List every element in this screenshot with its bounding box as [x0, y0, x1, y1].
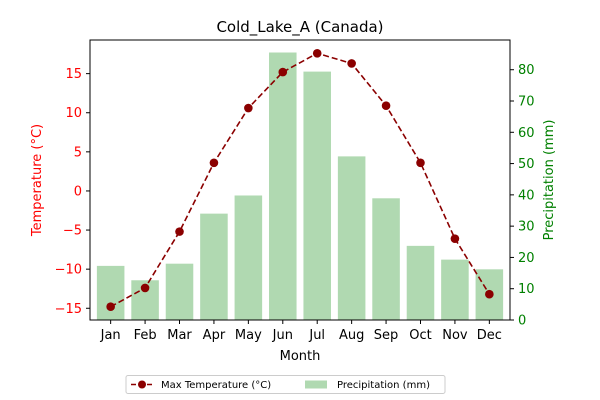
x-tick-label: Jun	[272, 328, 293, 343]
temperature-point-jul	[312, 48, 322, 58]
precipitation-bars	[96, 52, 504, 320]
x-tick-label: Jul	[308, 328, 325, 343]
right-tick-label: 50	[518, 157, 535, 172]
left-tick-label: 0	[74, 184, 82, 199]
x-tick-label: May	[235, 328, 262, 343]
temperature-point-mar	[175, 227, 184, 236]
precipitation-bar-jan	[96, 265, 125, 320]
right-tick-label: 30	[518, 220, 535, 235]
plot-frame	[89, 39, 511, 321]
right-axis-label: Precipitation (mm)	[542, 120, 557, 241]
x-tick-label: Feb	[134, 328, 157, 343]
legend-frame	[125, 375, 446, 394]
right-tick-label: 70	[518, 95, 535, 110]
precipitation-bar-mar	[165, 263, 194, 320]
temperature-point-nov	[450, 234, 460, 243]
temperature-point-dec	[485, 289, 494, 299]
precipitation-bar-jun	[269, 52, 297, 320]
left-axis-label: Temperature (°C)	[30, 124, 45, 237]
right-tick-label: 10	[518, 282, 535, 297]
left-tick-label: 10	[65, 106, 82, 121]
precipitation-bar-jul	[303, 71, 331, 320]
left-tick-label: 15	[65, 67, 82, 82]
precipitation-bar-sep	[372, 198, 400, 320]
right-tick-label: 0	[518, 314, 526, 329]
legend: Max Temperature (°C) Precipitation (mm)	[125, 375, 446, 394]
x-tick-label: Apr	[203, 328, 226, 343]
legend-label-precipitation: Precipitation (mm)	[337, 380, 430, 391]
temperature-point-aug	[347, 59, 356, 68]
precipitation-bar-aug	[337, 156, 366, 320]
x-tick-label: Oct	[409, 328, 431, 343]
x-tick-label: Aug	[339, 328, 364, 343]
x-tick-label: Sep	[374, 328, 399, 343]
x-tick-label: Jan	[100, 328, 121, 343]
left-tick-label: 5	[74, 145, 82, 160]
chart-title: Cold_Lake_A (Canada)	[216, 18, 383, 37]
right-tick-label: 40	[518, 188, 535, 203]
temperature-point-apr	[209, 158, 219, 168]
temperature-point-sep	[381, 101, 391, 110]
axes: Jan Feb Mar Apr May Jun Jul Aug Sep Oct Nov Dec −15 −…	[55, 39, 535, 343]
left-tick-label: −5	[63, 224, 82, 239]
precipitation-bar-oct	[406, 245, 435, 320]
temperature-point-jun	[278, 67, 288, 77]
right-tick-label: 20	[518, 251, 535, 266]
x-axis-label: Month	[280, 349, 321, 364]
temperature-line	[106, 48, 494, 312]
x-tick-label: Nov	[442, 328, 468, 343]
right-tick-label: 60	[518, 126, 535, 141]
legend-label-temperature: Max Temperature (°C)	[161, 380, 271, 391]
x-tick-label: Mar	[167, 328, 192, 343]
temperature-point-jan	[106, 302, 115, 312]
legend-marker-swatch	[138, 380, 146, 389]
temperature-point-feb	[140, 283, 150, 293]
precipitation-bar-apr	[200, 213, 228, 320]
temperature-point-may	[244, 103, 253, 113]
left-tick-label: −10	[55, 263, 82, 278]
left-tick-label: −15	[55, 302, 82, 317]
x-tick-label: Dec	[477, 328, 502, 343]
right-tick-label: 80	[518, 63, 535, 78]
legend-bar-swatch	[305, 380, 327, 389]
temperature-point-oct	[416, 158, 425, 168]
precipitation-bar-nov	[441, 259, 469, 320]
temperature-line-path	[110, 52, 491, 308]
precipitation-bar-may	[234, 195, 263, 320]
